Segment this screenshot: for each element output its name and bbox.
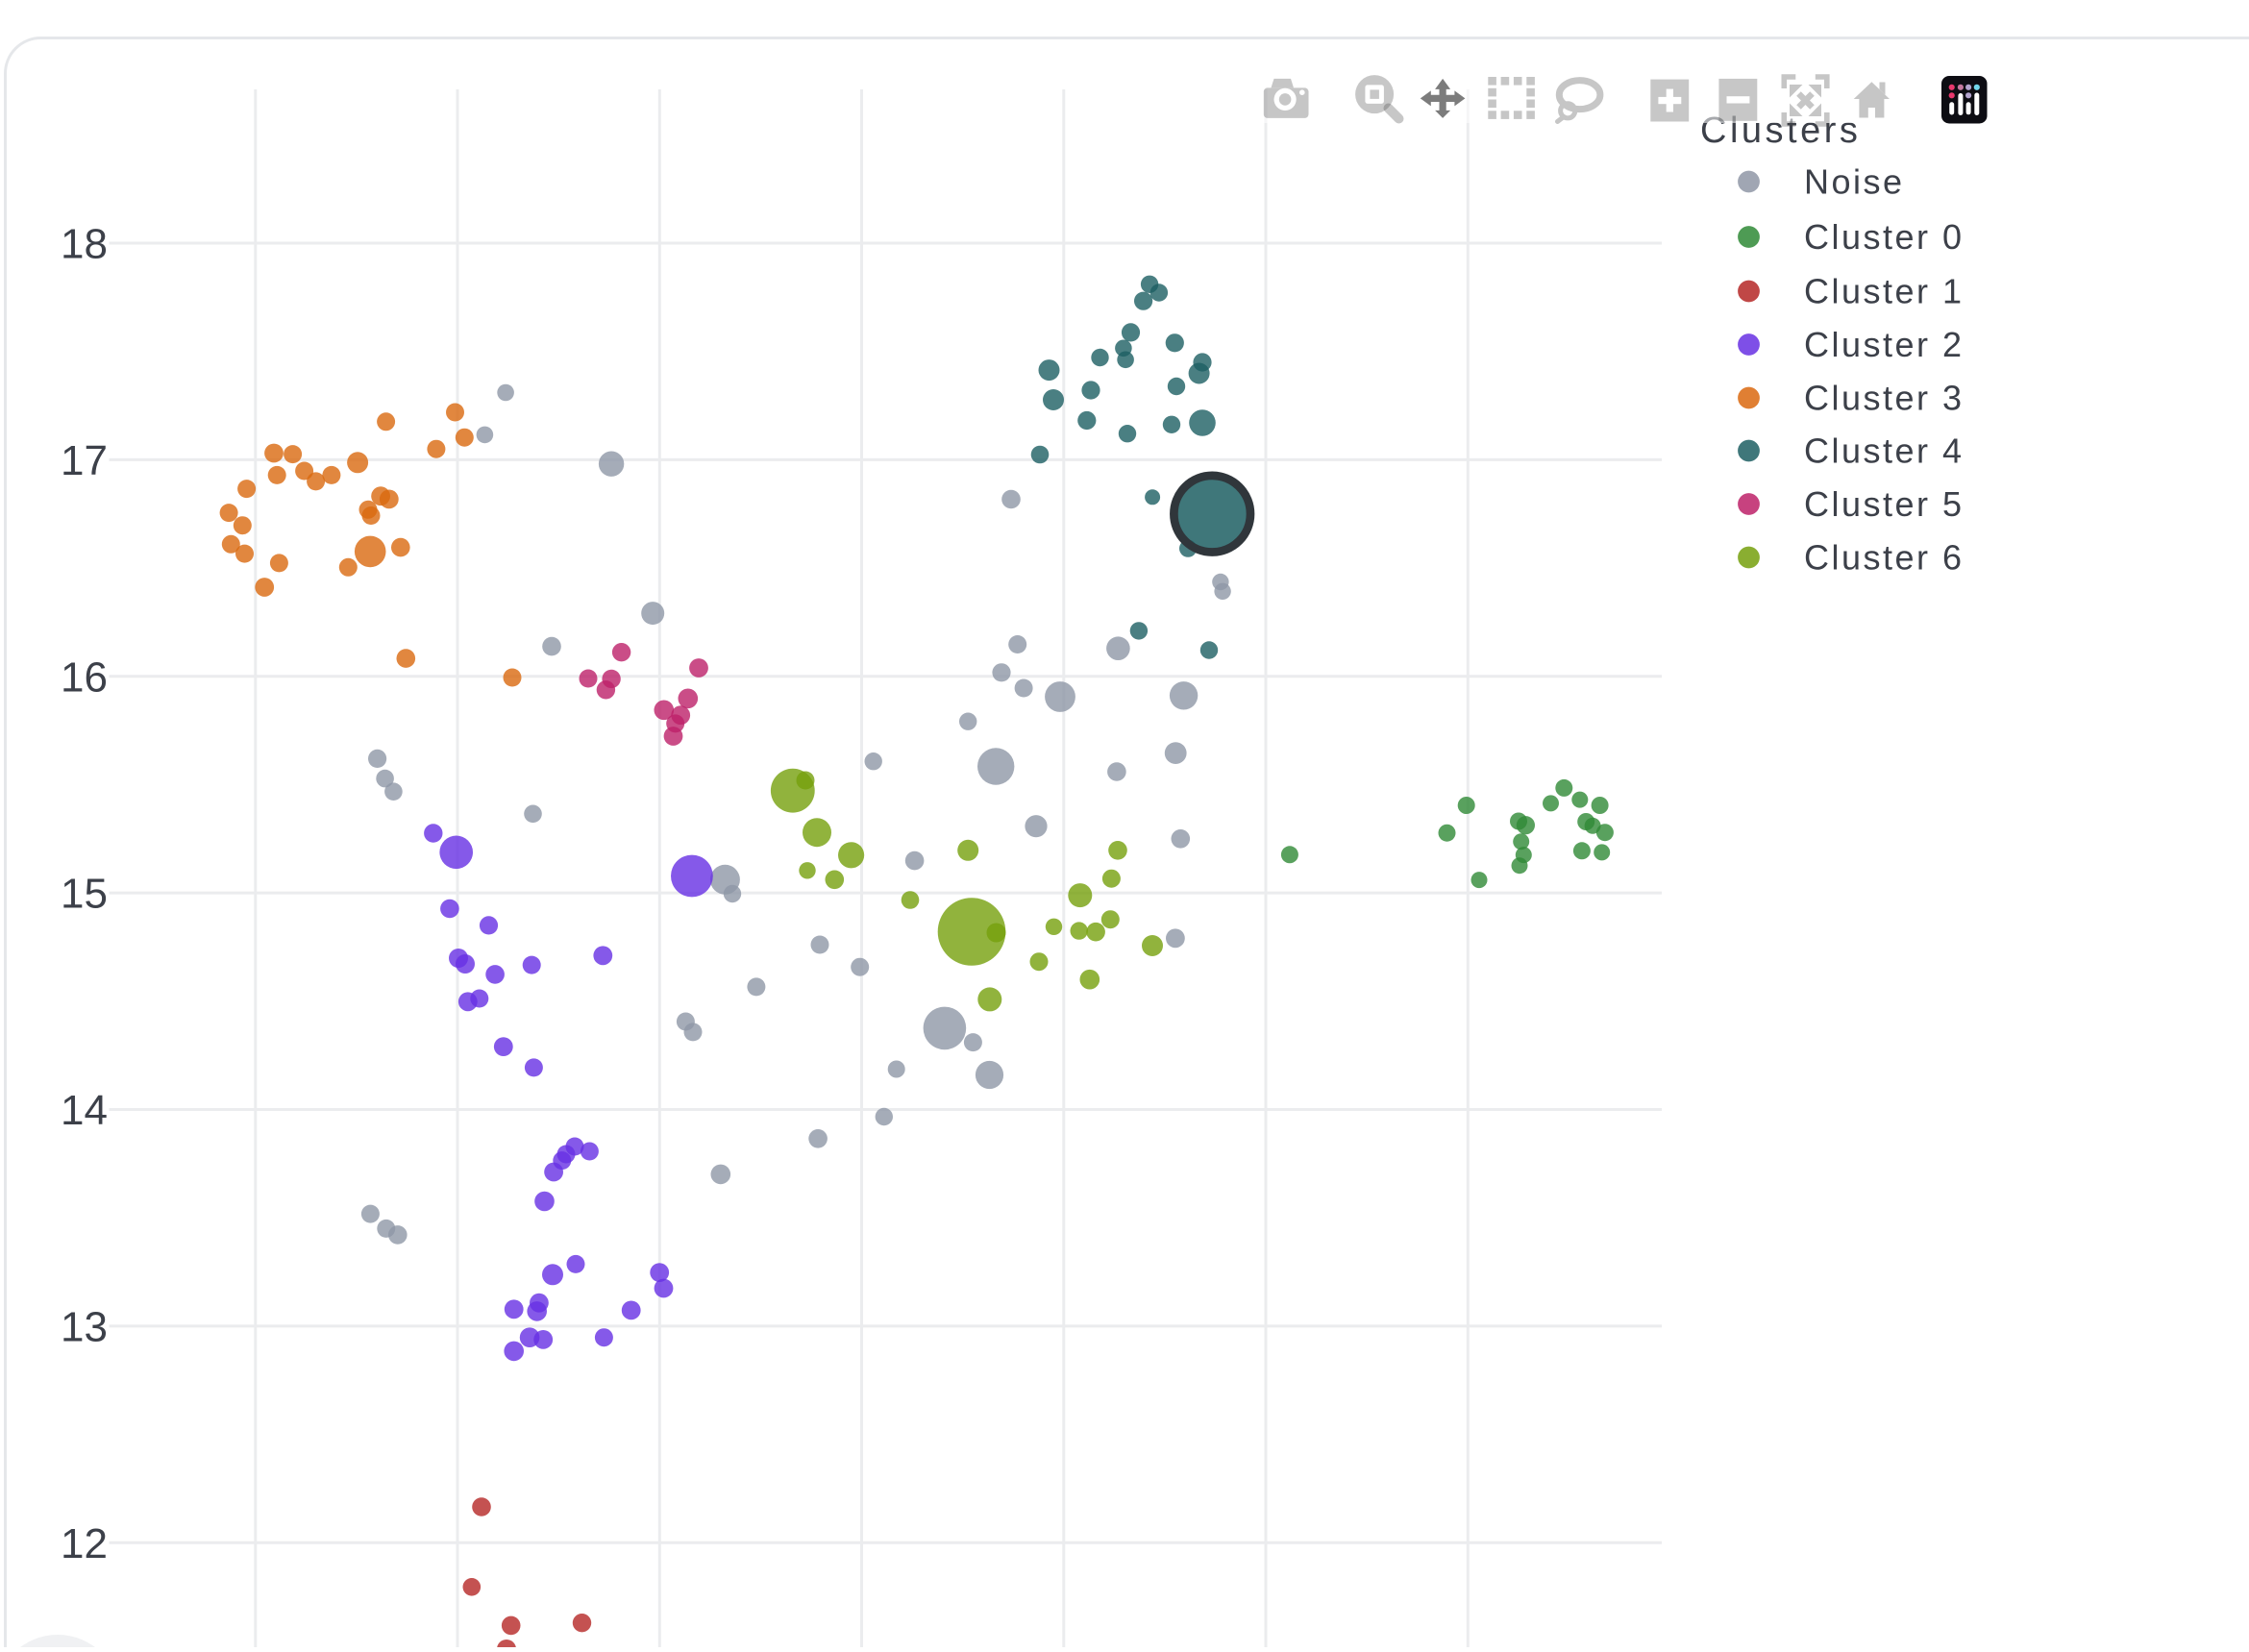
svg-text:13: 13	[61, 1303, 108, 1350]
svg-text:Cluster 4: Cluster 4	[1804, 431, 1965, 471]
svg-text:18: 18	[61, 221, 108, 268]
svg-text:16: 16	[61, 653, 108, 701]
svg-text:Cluster 3: Cluster 3	[1804, 379, 1965, 418]
svg-text:14: 14	[61, 1087, 108, 1134]
svg-text:17: 17	[61, 437, 108, 484]
svg-text:12: 12	[61, 1520, 108, 1567]
svg-text:Cluster 1: Cluster 1	[1804, 272, 1965, 311]
svg-text:Noise: Noise	[1804, 162, 1905, 202]
svg-text:Cluster 6: Cluster 6	[1804, 538, 1965, 578]
svg-text:Cluster 0: Cluster 0	[1804, 217, 1965, 257]
svg-text:15: 15	[61, 871, 108, 918]
svg-text:Cluster 5: Cluster 5	[1804, 484, 1965, 524]
svg-text:Cluster 2: Cluster 2	[1804, 325, 1965, 364]
